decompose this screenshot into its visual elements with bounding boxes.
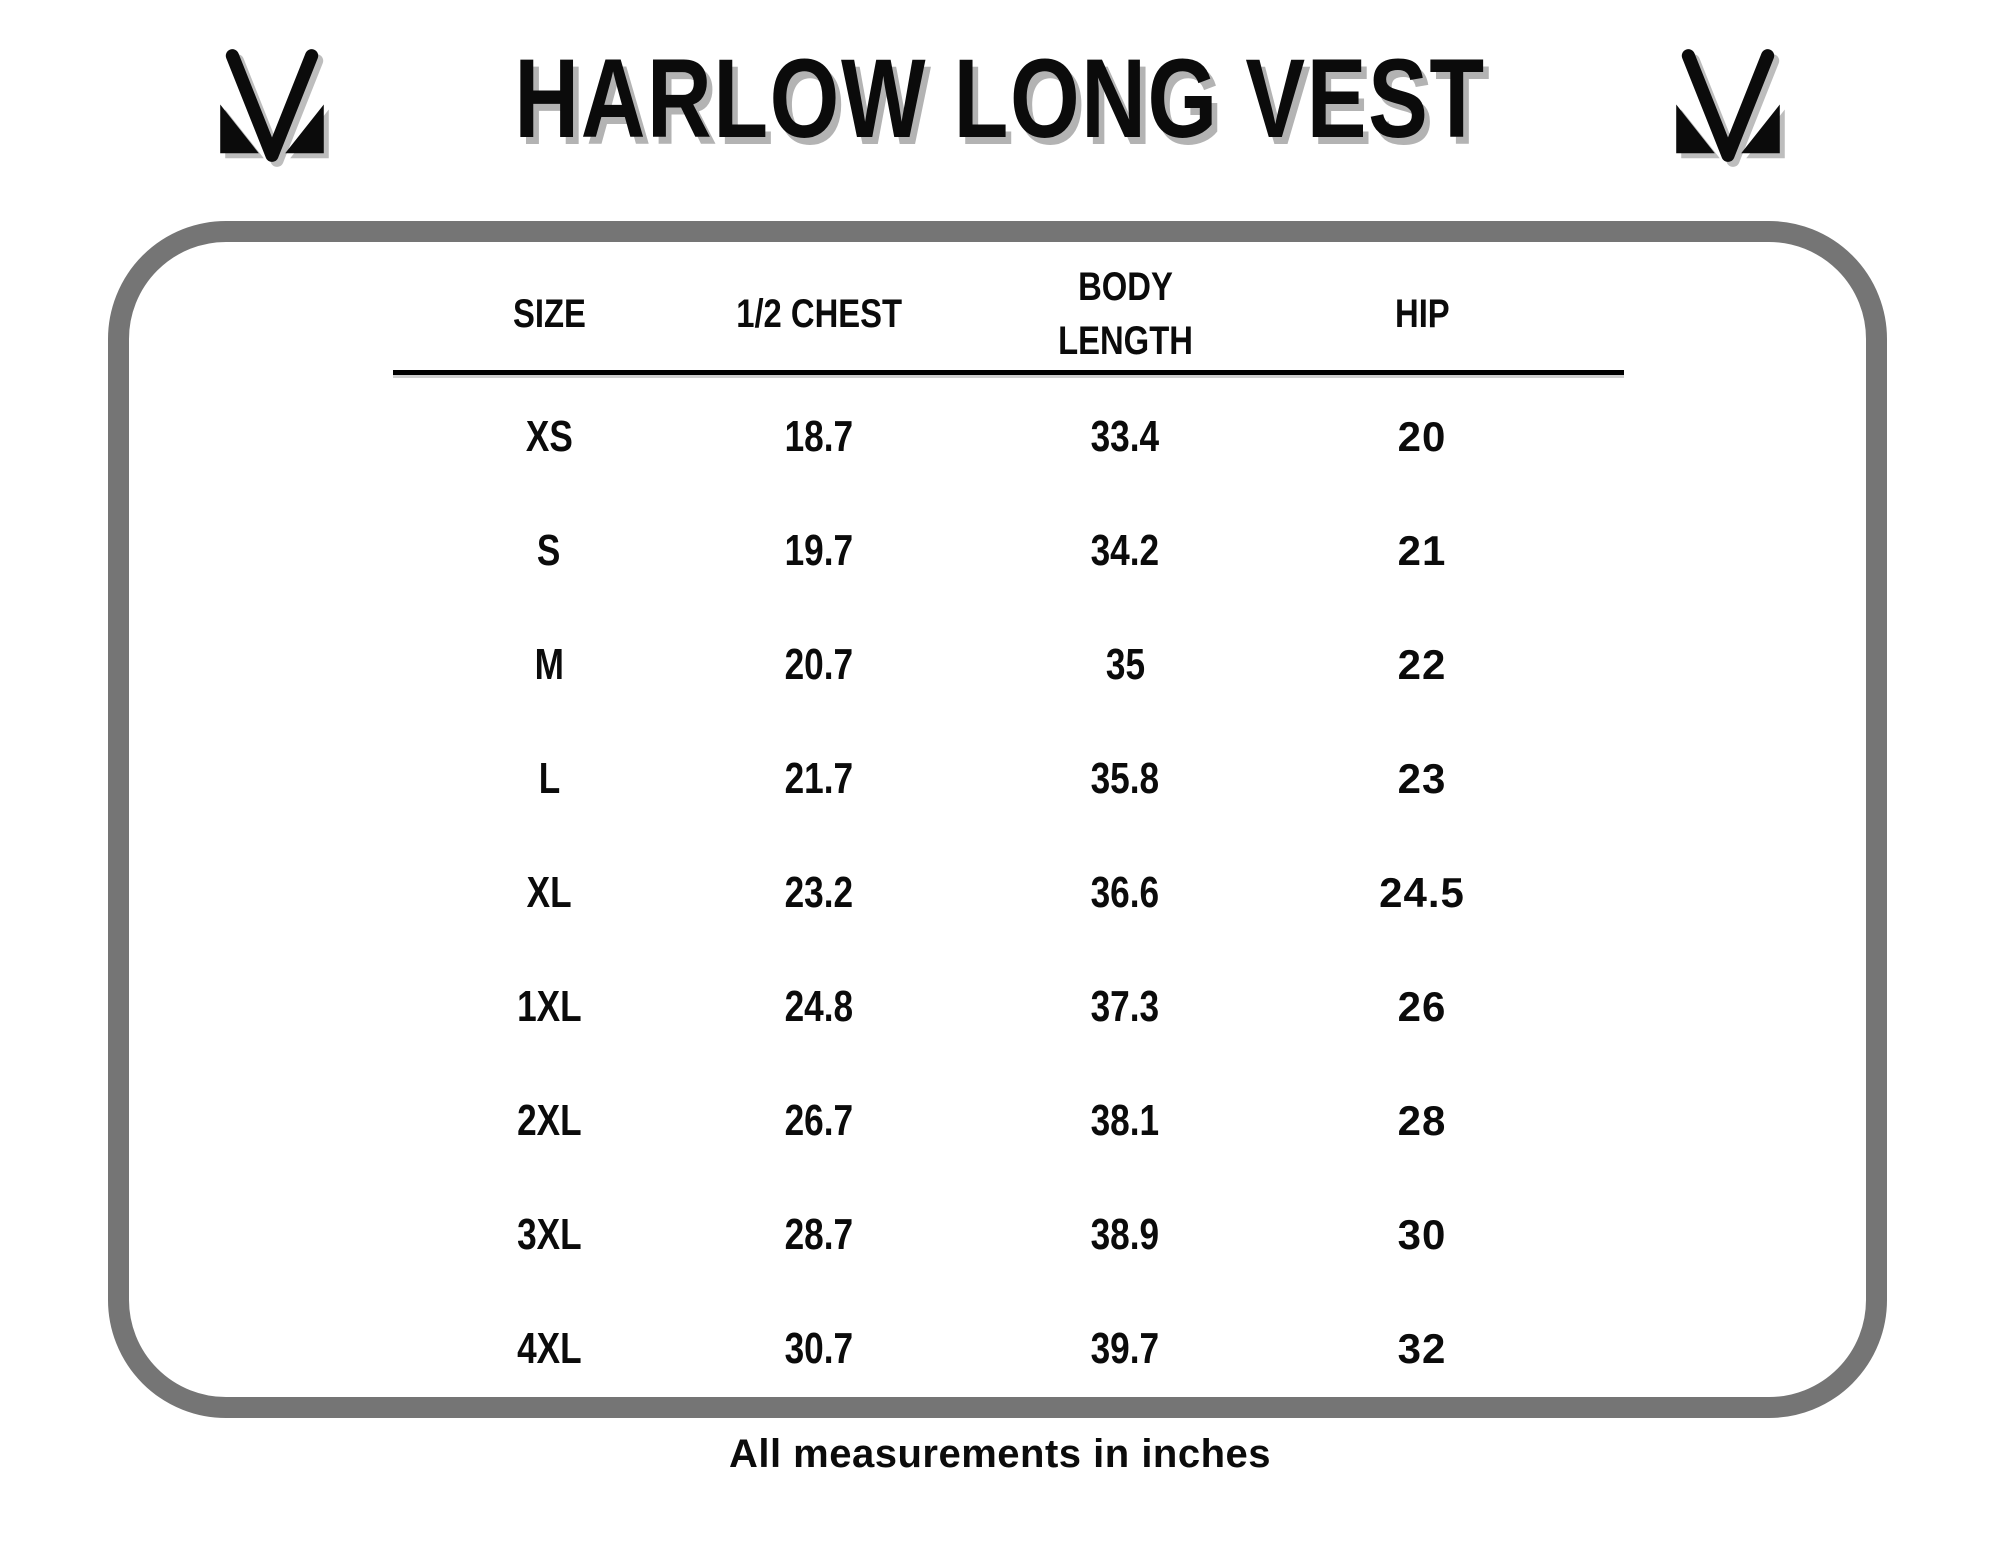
page-title: HARLOW LONG VEST: [514, 35, 1486, 161]
half-chest-cell: 26.7: [784, 1096, 854, 1145]
half-chest-cell: 28.7: [784, 1210, 854, 1259]
size-cell: XL: [526, 868, 572, 917]
table-row: 3XL 28.7 38.9 30: [393, 1178, 1624, 1292]
table-row: L 21.7 35.8 23: [393, 722, 1624, 836]
table-row: 2XL 26.7 38.1 28: [393, 1064, 1624, 1178]
table-row: XS 18.7 33.4 20: [393, 380, 1624, 494]
table-row: S 19.7 34.2 21: [393, 494, 1624, 608]
hip-cell: 28: [1397, 1097, 1447, 1144]
size-cell: 1XL: [516, 982, 582, 1031]
size-cell: M: [534, 640, 564, 689]
body-length-cell: 35.8: [1090, 754, 1160, 803]
size-cell: XS: [525, 412, 573, 461]
brand-m-monogram-icon: [206, 41, 338, 169]
hip-cell: 21: [1397, 527, 1447, 574]
body-length-cell: 33.4: [1090, 412, 1160, 461]
column-header-body-length: BODY LENGTH: [1057, 265, 1193, 363]
column-header-hip: HIP: [1394, 291, 1450, 336]
hip-cell: 32: [1397, 1325, 1447, 1372]
hip-cell: 22: [1397, 641, 1447, 688]
hip-cell: 26: [1397, 983, 1447, 1030]
half-chest-cell: 21.7: [784, 754, 854, 803]
body-length-cell: 39.7: [1090, 1324, 1160, 1373]
half-chest-cell: 18.7: [784, 412, 854, 461]
table-row: 1XL 24.8 37.3 26: [393, 950, 1624, 1064]
size-chart-frame: [108, 221, 1887, 1418]
size-cell: 4XL: [516, 1324, 582, 1373]
half-chest-cell: 20.7: [784, 640, 854, 689]
column-header-half-chest: 1/2 CHEST: [736, 291, 902, 336]
size-cell: 3XL: [516, 1210, 582, 1259]
table-row: M 20.7 35 22: [393, 608, 1624, 722]
hip-cell: 20: [1397, 413, 1447, 460]
body-length-cell: 38.1: [1090, 1096, 1160, 1145]
body-length-cell: 37.3: [1090, 982, 1160, 1031]
column-header-size: SIZE: [512, 291, 586, 336]
half-chest-cell: 23.2: [784, 868, 854, 917]
body-length-cell: 36.6: [1090, 868, 1160, 917]
hip-cell: 24.5: [1379, 869, 1465, 916]
half-chest-cell: 24.8: [784, 982, 854, 1031]
table-row: XL 23.2 36.6 24.5: [393, 836, 1624, 950]
body-length-cell: 34.2: [1090, 526, 1160, 575]
body-length-cell: 38.9: [1090, 1210, 1160, 1259]
half-chest-cell: 19.7: [784, 526, 854, 575]
body-length-cell: 35: [1105, 640, 1145, 689]
brand-m-monogram-icon: [1662, 41, 1794, 169]
size-chart-table: XS 18.7 33.4 20 S 19.7 34.2 21: [393, 380, 1624, 1406]
half-chest-cell: 30.7: [784, 1324, 854, 1373]
size-cell: 2XL: [516, 1096, 582, 1145]
hip-cell: 23: [1397, 755, 1447, 802]
measurement-note: All measurements in inches: [728, 1432, 1272, 1476]
size-chart-header-row: SIZE 1/2 CHEST BODY LENGTH HIP: [393, 258, 1624, 375]
size-cell: S: [537, 526, 561, 575]
title-bar: HARLOW LONG VEST: [0, 18, 2000, 178]
hip-cell: 30: [1397, 1211, 1447, 1258]
size-cell: L: [538, 754, 560, 803]
table-row: 4XL 30.7 39.7 32: [393, 1292, 1624, 1406]
